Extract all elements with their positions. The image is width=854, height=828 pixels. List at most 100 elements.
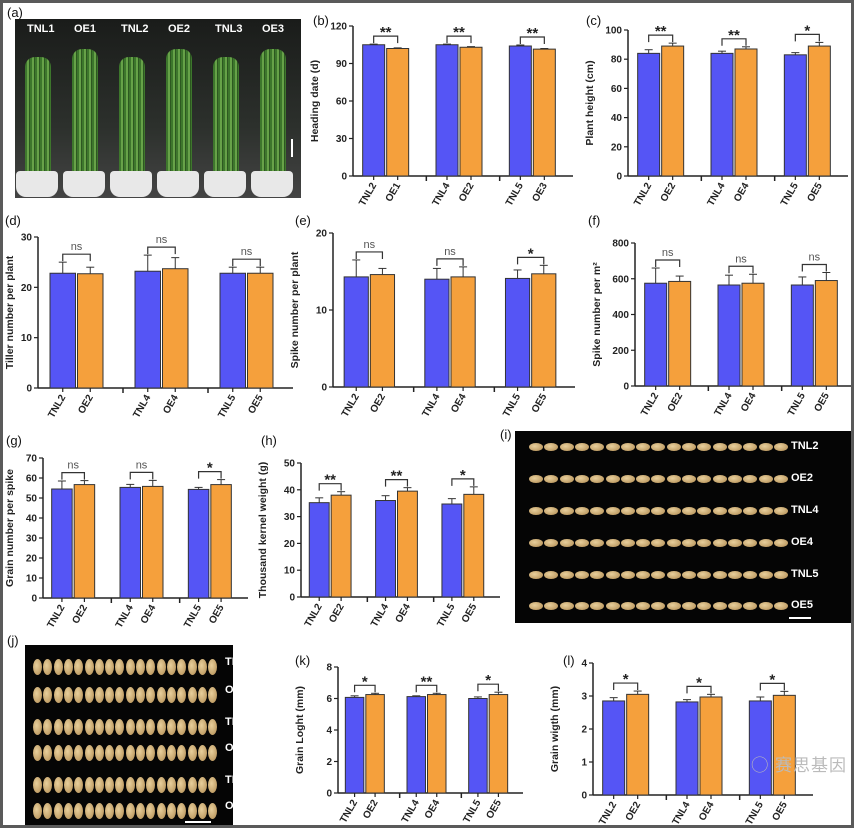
grain	[727, 507, 742, 515]
panel-label: (h)	[261, 433, 277, 448]
grain	[574, 507, 589, 515]
x-tick-label: OE5	[460, 602, 480, 625]
significance-bracket	[728, 265, 754, 274]
x-tick-label: OE2	[76, 393, 96, 416]
x-tick-label: OE4	[423, 798, 443, 821]
pot	[251, 171, 293, 197]
grain	[590, 475, 605, 483]
x-tick-label: OE1	[384, 181, 404, 204]
y-tick-label: 50	[284, 459, 296, 470]
grain	[156, 777, 166, 793]
grain	[105, 777, 115, 793]
x-tick-label: TNL4	[400, 798, 422, 826]
x-tick-label: OE4	[739, 391, 759, 414]
y-tick-label: 120	[330, 22, 347, 33]
y-axis-label: Thousand kernel weight (g)	[257, 462, 269, 599]
grain	[84, 745, 94, 761]
y-tick-label: 2	[581, 725, 587, 736]
y-axis-label: Plant height (cm)	[584, 60, 596, 145]
grain	[544, 443, 559, 451]
significance-label: ns	[662, 247, 674, 259]
grain	[84, 777, 94, 793]
bar-oe4	[450, 276, 476, 388]
bar-oe2	[459, 46, 483, 177]
grain	[33, 745, 42, 761]
grain	[620, 571, 635, 579]
grain	[177, 659, 187, 675]
grain	[574, 475, 589, 483]
grain	[697, 475, 712, 483]
grain	[115, 777, 125, 793]
significance-bracket	[318, 483, 342, 491]
grain	[166, 659, 176, 675]
pot	[63, 171, 105, 197]
grain-row-label: OE4	[791, 536, 814, 548]
grain	[187, 687, 197, 703]
bar-oe4	[699, 696, 723, 796]
significance-label: **	[391, 468, 403, 485]
grain-row-label: TNL2	[791, 440, 819, 452]
pot	[110, 171, 152, 197]
grain	[146, 687, 156, 703]
grain	[166, 803, 176, 819]
significance-bracket	[451, 478, 475, 486]
wheat-plant	[72, 49, 98, 174]
grain	[697, 571, 712, 579]
grain	[197, 719, 207, 735]
grain	[33, 777, 42, 793]
bar-oe2	[369, 274, 396, 388]
x-tick-label: TNL2	[46, 393, 68, 421]
y-tick-label: 40	[26, 514, 38, 525]
grain	[544, 507, 559, 515]
y-tick-label: 600	[612, 274, 629, 285]
significance-bracket	[61, 472, 86, 480]
significance-label: ns	[364, 239, 376, 251]
y-tick-label: 8	[326, 663, 332, 674]
grain-length-photo: TNL2 OE2 TNL4 OE4 TNL5 OE5	[515, 431, 851, 623]
grain	[620, 475, 635, 483]
grain	[636, 507, 651, 515]
scale-bar	[789, 617, 811, 619]
grain	[620, 443, 635, 451]
significance-bracket	[519, 36, 545, 44]
significance-label: ns	[241, 246, 253, 258]
grain	[544, 475, 559, 483]
grain	[43, 745, 53, 761]
grain	[666, 475, 681, 483]
grain	[605, 571, 620, 579]
significance-label: **	[324, 472, 336, 489]
grain	[105, 659, 115, 675]
y-axis-label: Spike number per plant	[289, 251, 301, 368]
grain	[156, 659, 166, 675]
grain	[697, 443, 712, 451]
grain	[84, 719, 94, 735]
grain	[529, 475, 543, 483]
grain	[727, 443, 742, 451]
grain	[697, 602, 712, 610]
grain	[156, 803, 166, 819]
x-tick-label: OE2	[666, 391, 686, 414]
y-tick-label: 1	[581, 758, 587, 769]
y-tick-label: 0	[623, 382, 629, 393]
grain	[208, 687, 218, 703]
grain	[651, 602, 666, 610]
significance-label: *	[485, 672, 491, 689]
grain-row-label: TNL4	[791, 504, 819, 516]
grain	[33, 719, 42, 735]
grain	[63, 687, 73, 703]
significance-bracket	[436, 258, 464, 266]
grain	[197, 803, 207, 819]
bar-oe4	[741, 282, 765, 387]
chart-e: (e) 0 10 20 Spike number per plant TNL2 OE2 ns T…	[289, 213, 575, 419]
x-tick-label: TNL5	[504, 181, 526, 209]
x-tick-label: TNL4	[431, 181, 453, 209]
grain	[208, 719, 218, 735]
x-tick-label: TNL2	[639, 391, 661, 419]
grain	[94, 687, 104, 703]
grain	[758, 507, 773, 515]
x-tick-label: OE5	[530, 392, 550, 415]
x-tick-label: OE4	[697, 800, 717, 823]
chart-l: (l) 0 1 2 3 4 Grain wigth (mm) TNL2 OE2 * TNL4 OE4 *…	[549, 653, 813, 825]
grain	[53, 803, 63, 819]
y-tick-label: 40	[611, 113, 623, 124]
